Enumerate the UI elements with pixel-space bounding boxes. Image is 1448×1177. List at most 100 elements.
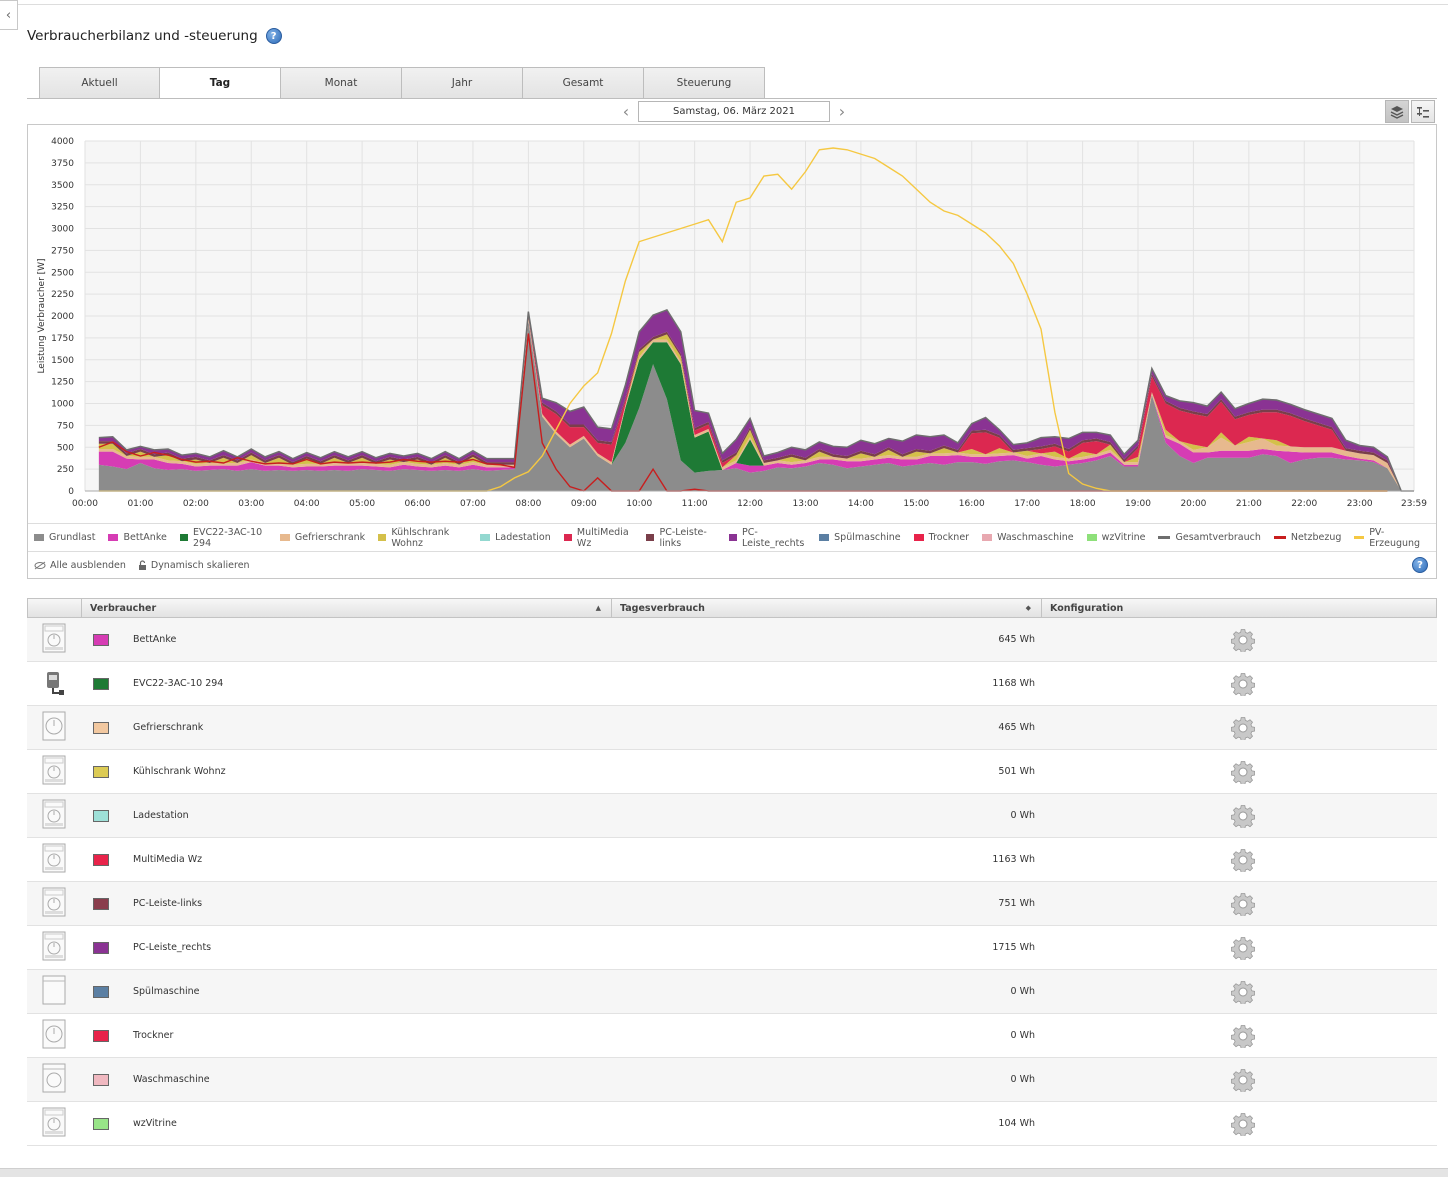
consumer-name: Gefrierschrank	[133, 722, 204, 733]
x-tick-label: 06:00	[405, 499, 431, 509]
legend-item[interactable]: Spülmaschine	[819, 532, 901, 543]
smart-plug-icon	[42, 799, 66, 832]
top-divider	[18, 4, 1448, 5]
tab-gesamt[interactable]: Gesamt	[523, 67, 644, 99]
legend-item[interactable]: PC-Leiste-links	[646, 527, 716, 549]
legend-swatch	[179, 534, 188, 541]
tab-tag[interactable]: Tag	[160, 67, 281, 99]
gear-icon[interactable]	[1231, 628, 1255, 652]
gear-icon[interactable]	[1231, 892, 1255, 916]
header-consumer[interactable]: Verbraucher ▲	[82, 599, 612, 617]
x-tick-label: 09:00	[571, 499, 597, 509]
table-row[interactable]: Gefrierschrank 465 Wh	[27, 706, 1437, 750]
date-picker[interactable]: Samstag, 06. März 2021	[638, 101, 830, 122]
gear-icon[interactable]	[1231, 804, 1255, 828]
device-icon-cell	[27, 1019, 81, 1052]
back-button[interactable]: ‹	[0, 0, 18, 30]
legend-item[interactable]: Grundlast	[34, 532, 95, 543]
header-daily-consumption[interactable]: Tagesverbrauch ◆	[612, 599, 1042, 617]
hide-all-button[interactable]: Alle ausblenden	[34, 560, 126, 571]
device-icon-cell	[27, 711, 81, 744]
smart-plug-icon	[42, 1107, 66, 1140]
y-tick-label: 4000	[51, 137, 74, 147]
tab-monat[interactable]: Monat	[281, 67, 402, 99]
line-gesamtverbrauch	[98, 308, 1414, 492]
tab-divider	[27, 98, 1437, 99]
legend-item[interactable]: Kühlschrank Wohnz	[378, 527, 467, 549]
chart-help-icon[interactable]: ?	[1412, 557, 1428, 573]
color-swatch	[93, 1029, 109, 1042]
table-row[interactable]: Spülmaschine 0 Wh	[27, 970, 1437, 1014]
legend-item[interactable]: BettAnke	[108, 532, 167, 543]
consumption-chart[interactable]: 0 250 500 750 1000 1250 1500 1750 2000 2250 2500 27…	[28, 125, 1436, 521]
area-evc22-3ac-10-294	[98, 320, 1414, 491]
legend-item[interactable]: Ladestation	[480, 532, 551, 543]
legend-item[interactable]: PC-Leiste_rechts	[728, 527, 806, 549]
config-cell	[1041, 936, 1437, 960]
consumer-table: Verbraucher ▲ Tagesverbrauch ◆ Konfigura…	[27, 598, 1437, 1146]
previous-day-icon[interactable]: ‹	[622, 102, 630, 121]
next-day-icon[interactable]: ›	[838, 102, 846, 121]
legend-item[interactable]: Gesamtverbrauch	[1158, 532, 1261, 543]
chart-legend: Grundlast BettAnke EVC22-3AC-10 294 Gefrier…	[28, 523, 1436, 551]
legend-item[interactable]: MultiMedia Wz	[563, 527, 634, 549]
tab-steuerung[interactable]: Steuerung	[644, 67, 765, 99]
legend-label: Waschmaschine	[997, 532, 1074, 543]
color-swatch	[93, 1117, 109, 1130]
gear-icon[interactable]	[1231, 1068, 1255, 1092]
consumer-name-cell: PC-Leiste_rechts	[81, 941, 611, 954]
x-tick-label: 08:00	[515, 499, 541, 509]
y-tick-label: 1750	[51, 334, 74, 344]
legend-label: Gesamtverbrauch	[1175, 532, 1261, 543]
x-tick-label: 23:59	[1401, 499, 1427, 509]
gear-icon[interactable]	[1231, 760, 1255, 784]
legend-item[interactable]: EVC22-3AC-10 294	[179, 527, 267, 549]
consumer-name: Waschmaschine	[133, 1074, 210, 1085]
chevron-left-icon: ‹	[5, 7, 12, 23]
device-icon-cell	[27, 755, 81, 788]
legend-item[interactable]: PV-Erzeugung	[1354, 527, 1423, 549]
daily-consumption: 1715 Wh	[992, 942, 1035, 953]
y-tick-label: 3500	[51, 181, 74, 191]
list-view-button[interactable]	[1411, 100, 1435, 123]
sort-both-icon[interactable]: ◆	[1025, 604, 1031, 612]
legend-item[interactable]: Waschmaschine	[982, 532, 1074, 543]
legend-label: Spülmaschine	[834, 532, 901, 543]
gear-icon[interactable]	[1231, 980, 1255, 1004]
table-row[interactable]: Trockner 0 Wh	[27, 1014, 1437, 1058]
help-icon[interactable]: ?	[265, 28, 282, 44]
area-grundlast	[98, 320, 1414, 491]
meter-icon	[42, 1019, 66, 1052]
legend-item[interactable]: Trockner	[913, 532, 970, 543]
table-row[interactable]: wzVitrine 104 Wh	[27, 1102, 1437, 1146]
table-row[interactable]: MultiMedia Wz 1163 Wh	[27, 838, 1437, 882]
gear-icon[interactable]	[1231, 1024, 1255, 1048]
legend-label: Trockner	[928, 532, 970, 543]
gear-icon[interactable]	[1231, 672, 1255, 696]
config-cell	[1041, 628, 1437, 652]
consumer-name: PC-Leiste-links	[133, 898, 203, 909]
gear-icon[interactable]	[1231, 716, 1255, 740]
table-row[interactable]: PC-Leiste_rechts 1715 Wh	[27, 926, 1437, 970]
stacked-view-button[interactable]	[1385, 100, 1409, 123]
table-row[interactable]: Waschmaschine 0 Wh	[27, 1058, 1437, 1102]
dynamic-scale-toggle[interactable]: Dynamisch skalieren	[138, 560, 250, 571]
sort-asc-icon[interactable]: ▲	[595, 604, 601, 612]
color-swatch	[93, 765, 109, 778]
x-tick-label: 18:00	[1070, 499, 1096, 509]
gear-icon[interactable]	[1231, 936, 1255, 960]
legend-item[interactable]: Gefrierschrank	[279, 532, 365, 543]
legend-swatch	[913, 534, 924, 541]
table-row[interactable]: Ladestation 0 Wh	[27, 794, 1437, 838]
tab-aktuell[interactable]: Aktuell	[39, 67, 160, 99]
tab-jahr[interactable]: Jahr	[402, 67, 523, 99]
table-row[interactable]: BettAnke 645 Wh	[27, 618, 1437, 662]
table-row[interactable]: EVC22-3AC-10 294 1168 Wh	[27, 662, 1437, 706]
table-row[interactable]: Kühlschrank Wohnz 501 Wh	[27, 750, 1437, 794]
legend-item[interactable]: wzVitrine	[1086, 532, 1145, 543]
gear-icon[interactable]	[1231, 848, 1255, 872]
table-row[interactable]: PC-Leiste-links 751 Wh	[27, 882, 1437, 926]
view-switcher	[1385, 100, 1435, 123]
gear-icon[interactable]	[1231, 1112, 1255, 1136]
legend-item[interactable]: Netzbezug	[1273, 532, 1341, 543]
